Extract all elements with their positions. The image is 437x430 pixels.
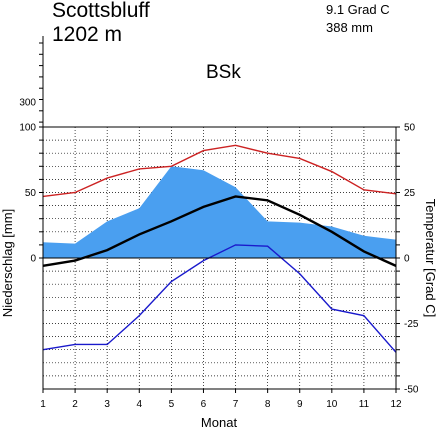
precip-tick-label: 50 bbox=[25, 188, 37, 199]
precip-tick-label: 0 bbox=[30, 254, 36, 265]
precip-tick-label: 100 bbox=[19, 123, 36, 134]
climate-class: BSk bbox=[206, 62, 241, 83]
temperature-lines bbox=[42, 144, 397, 353]
x-axis-label: Monat bbox=[201, 415, 238, 430]
line-temp_min bbox=[42, 244, 397, 353]
temp-tick-label: 0 bbox=[404, 254, 410, 265]
annual-temperature: 9.1 Grad C bbox=[326, 2, 390, 17]
x-tick-label: 1 bbox=[40, 399, 46, 410]
station-elevation: 1202 m bbox=[52, 23, 122, 46]
temp-tick-label: 25 bbox=[404, 188, 416, 199]
temp-tick-label: -25 bbox=[404, 319, 419, 330]
x-tick-label: 3 bbox=[104, 399, 110, 410]
precip-tick-label: 300 bbox=[19, 98, 36, 109]
line-temp_max bbox=[42, 144, 397, 198]
x-tick-label: 10 bbox=[326, 399, 338, 410]
precipitation-fill bbox=[43, 166, 396, 258]
x-tick-label: 11 bbox=[359, 399, 370, 410]
x-tick-label: 4 bbox=[136, 399, 142, 410]
x-tick-label: 8 bbox=[265, 399, 271, 410]
y-axis-left-label: Niederschlag [mm] bbox=[0, 209, 15, 317]
x-tick-label: 7 bbox=[233, 399, 239, 410]
temp-tick-label: -50 bbox=[404, 385, 419, 396]
x-tick-label: 2 bbox=[72, 399, 78, 410]
temp-tick-label: 50 bbox=[404, 123, 416, 134]
x-tick-label: 12 bbox=[390, 399, 402, 410]
x-tick-label: 6 bbox=[201, 399, 207, 410]
x-tick-label: 5 bbox=[169, 399, 175, 410]
annual-precipitation: 388 mm bbox=[326, 20, 373, 35]
x-tick-label: 9 bbox=[297, 399, 303, 410]
line-temp_mean bbox=[42, 195, 397, 268]
y-axis-right-label: Temperatur [Grad C] bbox=[423, 199, 437, 318]
station-name: Scottsbluff bbox=[52, 0, 150, 22]
precipitation-area bbox=[43, 166, 396, 258]
